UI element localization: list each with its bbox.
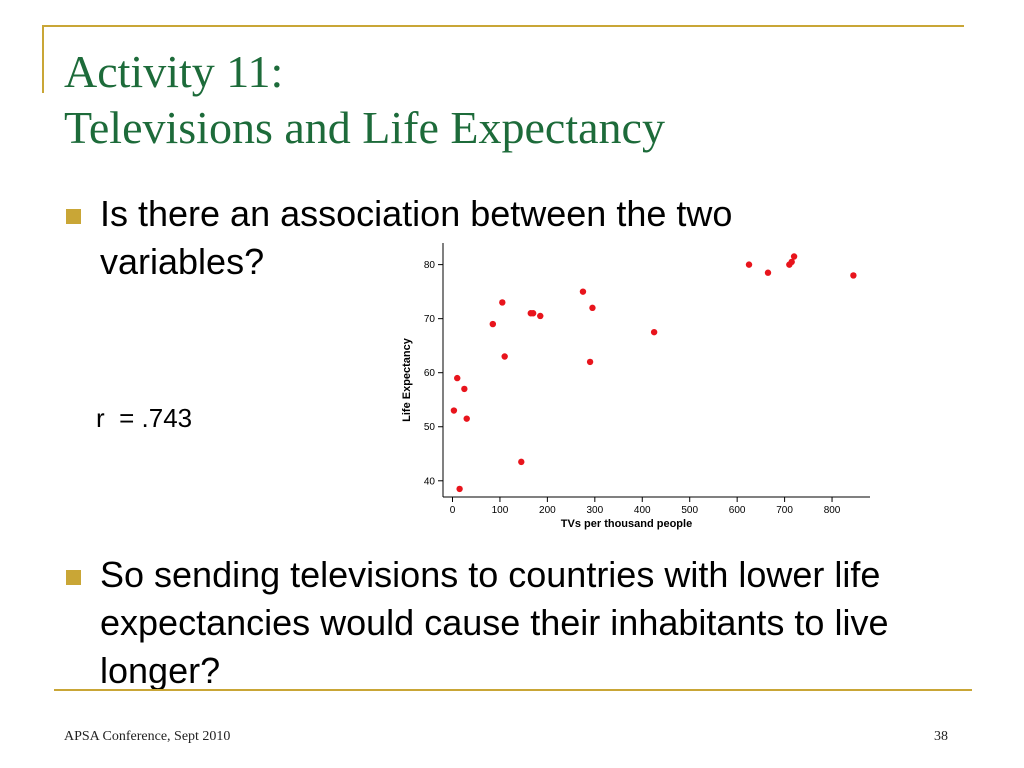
frame-left-rule — [42, 25, 44, 93]
data-point — [463, 415, 470, 422]
data-point — [764, 269, 772, 276]
page-number: 38 — [934, 729, 948, 744]
correlation-label: r = .743 — [96, 403, 193, 433]
y-tick-label: 50 — [424, 422, 436, 433]
data-point — [461, 385, 468, 393]
data-point — [529, 310, 537, 317]
data-point — [454, 374, 461, 382]
x-tick-label: 700 — [776, 505, 793, 516]
y-tick-label: 70 — [424, 314, 436, 325]
data-point — [650, 328, 658, 336]
scatter-chart: 0 100 200 300 400 500 600 700 800 40 50 60 70 80 TVs… — [401, 243, 870, 530]
y-tick-label: 60 — [424, 368, 436, 379]
data-point — [489, 320, 497, 328]
x-tick-label: 600 — [729, 505, 746, 516]
y-tick-label: 80 — [424, 260, 436, 271]
data-point — [850, 272, 857, 279]
data-point — [456, 485, 463, 493]
data-point — [788, 258, 795, 266]
data-point — [579, 288, 587, 295]
bullet-item-1: Is there an association between the two … — [64, 190, 884, 286]
data-point — [745, 261, 753, 268]
data-point — [450, 407, 458, 414]
slide-title-line1: Activity 11: — [64, 46, 284, 97]
bullet-square-icon — [66, 570, 81, 585]
slide-title-line2: Televisions and Life Expectancy — [64, 102, 665, 153]
x-tick-label: 300 — [586, 505, 603, 516]
bullet-item-2: So sending televisions to countries with… — [64, 551, 974, 695]
data-points — [450, 253, 857, 493]
x-tick-label: 500 — [681, 505, 698, 516]
x-axis-ticks: 0 100 200 300 400 500 600 700 800 — [450, 497, 841, 516]
data-point — [499, 299, 506, 306]
y-axis-ticks: 40 50 60 70 80 — [424, 260, 443, 487]
bullet-text-2: So sending televisions to countries with… — [100, 554, 889, 691]
x-tick-label: 200 — [539, 505, 556, 516]
slide-title: Activity 11: Televisions and Life Expect… — [64, 44, 665, 156]
bullet-square-icon — [66, 209, 81, 224]
x-axis-label: TVs per thousand people — [561, 518, 692, 530]
y-axis-label: Life Expectancy — [401, 337, 413, 422]
data-point — [790, 253, 798, 260]
data-point — [586, 358, 594, 366]
frame-bottom-rule — [54, 689, 972, 691]
x-tick-label: 0 — [450, 505, 456, 516]
data-point — [518, 458, 525, 466]
y-tick-label: 40 — [424, 476, 436, 487]
x-tick-label: 100 — [492, 505, 509, 516]
data-point — [589, 304, 596, 312]
data-point — [537, 312, 544, 320]
x-tick-label: 400 — [634, 505, 651, 516]
footer-conference: APSA Conference, Sept 2010 — [64, 729, 231, 744]
x-tick-label: 800 — [824, 505, 841, 516]
bullet-text-1: Is there an association between the two … — [100, 193, 733, 282]
data-point — [501, 353, 508, 360]
frame-top-rule — [44, 25, 964, 27]
